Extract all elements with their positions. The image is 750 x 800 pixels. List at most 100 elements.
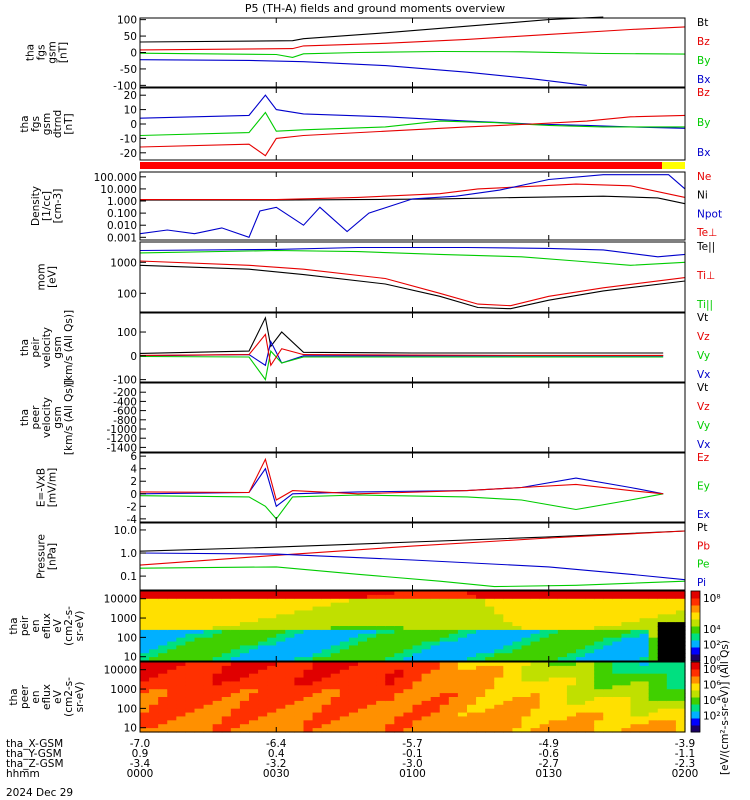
heatmap-cell <box>439 610 450 615</box>
heatmap-cell <box>594 637 604 643</box>
heatmap-cell <box>576 637 586 643</box>
heatmap-cell <box>412 677 423 683</box>
footer-value: -7.0 <box>130 738 151 750</box>
legend-Vt: Vt <box>697 382 708 394</box>
heatmap-cell <box>203 677 214 683</box>
heatmap-cell <box>666 665 677 671</box>
heatmap-cell <box>294 606 305 612</box>
heatmap-cell <box>503 637 514 643</box>
heatmap-cell <box>566 637 577 643</box>
heatmap-cell <box>494 641 504 647</box>
heatmap-cell <box>167 602 177 608</box>
heatmap-cell <box>494 708 504 714</box>
heatmap-cell <box>576 629 586 635</box>
heatmap-cell <box>457 728 468 733</box>
heatmap-cell <box>358 602 368 608</box>
heatmap-cell <box>675 653 686 658</box>
heatmap-cell <box>521 653 532 658</box>
heatmap-cell <box>585 602 595 608</box>
heatmap-cell <box>657 685 668 690</box>
heatmap-cell <box>430 712 441 718</box>
heatmap-cell <box>339 633 350 639</box>
heatmap-cell <box>675 685 686 690</box>
heatmap-cell <box>576 669 586 675</box>
heatmap-cell <box>421 591 432 596</box>
heatmap-cell <box>312 629 323 635</box>
heatmap-cell <box>485 728 495 733</box>
heatmap-cell <box>339 610 350 615</box>
legend-By: By <box>697 117 710 129</box>
heatmap-cell <box>457 594 468 600</box>
heatmap-cell <box>303 677 314 683</box>
heatmap-cell <box>140 618 150 623</box>
heatmap-cell <box>666 602 677 608</box>
footer-row-label: tha_Y-GSM <box>6 748 62 760</box>
heatmap-cell <box>657 708 668 714</box>
heatmap-cell <box>221 618 232 623</box>
y-axis-label: fgs <box>36 45 48 61</box>
legend-Pi: Pi <box>697 577 706 589</box>
heatmap-cell <box>249 618 259 623</box>
heatmap-cell <box>203 681 214 686</box>
footer-value: -6.4 <box>266 738 287 750</box>
heatmap-cell <box>503 704 514 710</box>
heatmap-cell <box>294 716 305 721</box>
heatmap-cell <box>249 657 259 662</box>
heatmap-cell <box>158 704 168 710</box>
heatmap-cell <box>321 728 332 733</box>
heatmap-cell <box>212 602 223 608</box>
heatmap-cell <box>494 598 504 604</box>
heatmap-cell <box>467 700 477 706</box>
heatmap-cell <box>376 677 386 683</box>
heatmap-cell <box>457 633 468 639</box>
heatmap-cell <box>612 673 623 679</box>
heatmap-cell <box>194 637 205 643</box>
series-Vt <box>139 316 664 354</box>
heatmap-cell <box>394 728 405 733</box>
heatmap-cell <box>448 591 459 596</box>
heatmap-cell <box>339 693 350 698</box>
heatmap-cell <box>539 708 550 714</box>
heatmap-cell <box>339 657 350 662</box>
heatmap-cell <box>585 689 595 694</box>
heatmap-cell <box>212 594 223 600</box>
heatmap-cell <box>430 626 441 631</box>
heatmap-cell <box>312 633 323 639</box>
heatmap-cell <box>294 645 305 650</box>
heatmap-cell <box>249 626 259 631</box>
heatmap-cell <box>249 614 259 619</box>
heatmap-cell <box>194 610 205 615</box>
heatmap-cell <box>621 614 632 619</box>
heatmap-cell <box>657 606 668 612</box>
heatmap-cell <box>403 629 414 635</box>
heatmap-cell <box>303 693 314 698</box>
heatmap-cell <box>339 662 350 667</box>
heatmap-cell <box>548 641 559 647</box>
heatmap-cell <box>485 673 495 679</box>
heatmap-cell <box>167 657 177 662</box>
heatmap-cell <box>594 594 604 600</box>
heatmap-cell <box>212 606 223 612</box>
heatmap-cell <box>639 594 650 600</box>
heatmap-cell <box>140 697 150 702</box>
heatmap-cell <box>203 704 214 710</box>
heatmap-cell <box>494 728 504 733</box>
heatmap-cell <box>585 708 595 714</box>
heatmap-cell <box>657 704 668 710</box>
heatmap-cell <box>448 641 459 647</box>
heatmap-cell <box>430 614 441 619</box>
heatmap-cell <box>194 606 205 612</box>
heatmap-cell <box>249 669 259 675</box>
y-tick-label: 10000 <box>104 594 137 606</box>
heatmap-cell <box>267 626 277 631</box>
heatmap-cell <box>494 685 504 690</box>
y-axis-label: sr-eV) <box>74 611 86 642</box>
heatmap-cell <box>158 598 168 604</box>
heatmap-cell <box>675 700 686 706</box>
heatmap-cell <box>485 677 495 683</box>
heatmap-cell <box>149 594 159 600</box>
y-tick-label: -200 <box>113 387 137 399</box>
heatmap-cell <box>421 626 432 631</box>
heatmap-cell <box>494 704 504 710</box>
